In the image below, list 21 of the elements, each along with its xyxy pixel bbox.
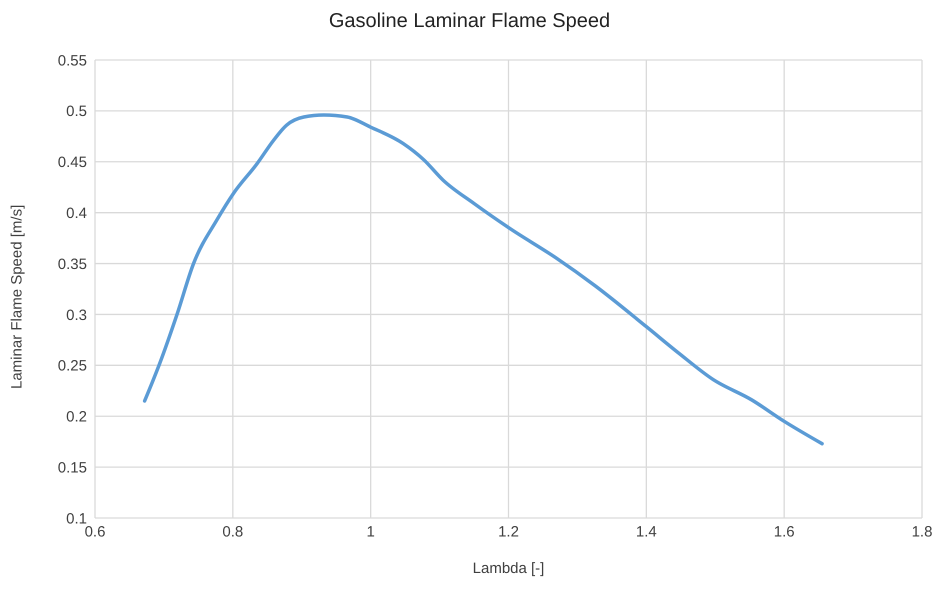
x-tick-label: 1.8 (912, 524, 932, 541)
y-tick-label: 0.5 (66, 103, 87, 120)
y-tick-label: 0.55 (58, 52, 87, 70)
chart-title: Gasoline Laminar Flame Speed (328, 10, 612, 33)
y-axis-title: Laminar Flame Speed [m/s] (8, 204, 26, 389)
x-tick-label: 1.4 (636, 524, 657, 541)
y-tick-label: 0.4 (66, 204, 87, 222)
x-tick-label: 0.6 (84, 524, 106, 541)
x-axis-title: Lambda [-] (472, 560, 544, 577)
line-series (142, 113, 824, 446)
y-tick-label: 0.15 (58, 459, 87, 476)
y-tick-label: 0.2 (66, 408, 87, 426)
y-tick-label: 0.1 (66, 510, 87, 528)
x-tick-label: 1 (366, 524, 375, 541)
x-tick-label: 0.8 (222, 524, 244, 541)
y-tick-label: 0.25 (58, 358, 87, 375)
y-tick-label: 0.45 (58, 154, 87, 172)
x-tick-label: 1.2 (498, 524, 519, 541)
y-tick-label: 0.3 (66, 306, 87, 324)
x-tick-label: 1.6 (774, 524, 795, 541)
y-tick-label: 0.35 (58, 256, 87, 273)
